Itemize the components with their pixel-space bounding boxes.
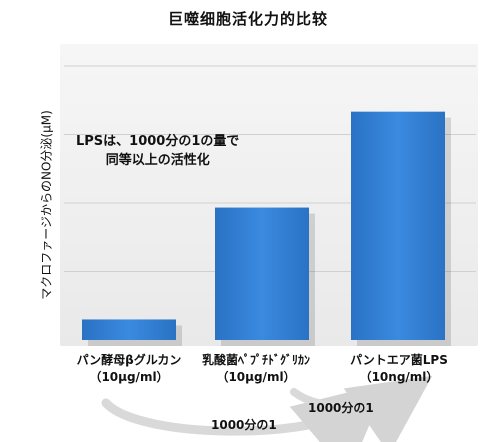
bar-2 (215, 207, 309, 340)
comparison-arrow-1 (101, 382, 388, 442)
comparison-label-long: 1000分の1 (211, 418, 277, 432)
bar-1 (82, 319, 176, 340)
chart-annotation: LPSは、1000分の1の量で 同等以上の活性化 (76, 134, 240, 168)
bar-3 (351, 111, 445, 341)
comparison-arrow-2 (290, 375, 433, 442)
category-label-yeast-beta-glucan: パン酵母βグルカン （10μg/ml） (76, 353, 182, 384)
category-label-pantoea-lps: パントエア菌LPS （10ng/ml） (350, 353, 448, 384)
chart-title: 巨噬细胞活化力的比较 (167, 10, 328, 28)
comparison-label-short: 1000分の1 (308, 401, 374, 415)
category-label-lactic-peptidoglycan: 乳酸菌ﾍﾟﾌﾟﾁﾄﾞｸﾞﾘｶﾝ （10μg/ml） (201, 353, 310, 384)
